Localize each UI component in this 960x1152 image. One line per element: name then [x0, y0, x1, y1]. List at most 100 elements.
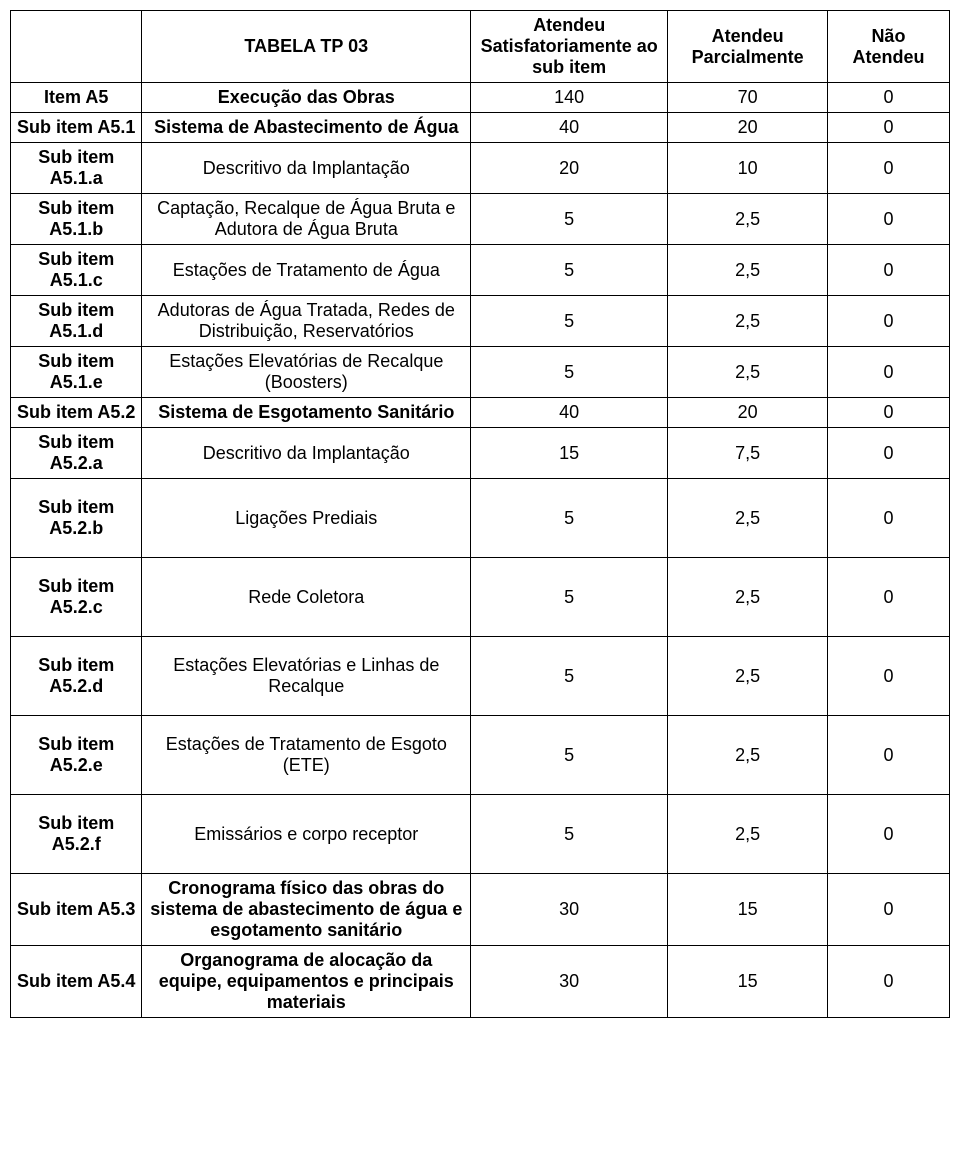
row-value-3: 0	[827, 637, 949, 716]
table-row: Sub item A5.2.aDescritivo da Implantação…	[11, 428, 950, 479]
row-value-1: 5	[471, 637, 668, 716]
row-value-3: 0	[827, 83, 949, 113]
row-id: Sub item A5.2.f	[11, 795, 142, 874]
header-row: TABELA TP 03 Atendeu Satisfatoriamente a…	[11, 11, 950, 83]
row-desc: Descritivo da Implantação	[142, 143, 471, 194]
tabela-tp-03: TABELA TP 03 Atendeu Satisfatoriamente a…	[10, 10, 950, 1018]
row-value-3: 0	[827, 558, 949, 637]
row-value-3: 0	[827, 347, 949, 398]
row-value-1: 30	[471, 946, 668, 1018]
row-value-2: 2,5	[668, 194, 828, 245]
row-value-2: 7,5	[668, 428, 828, 479]
table-row: Sub item A5.4Organograma de alocação da …	[11, 946, 950, 1018]
row-desc: Organograma de alocação da equipe, equip…	[142, 946, 471, 1018]
row-desc: Descritivo da Implantação	[142, 428, 471, 479]
row-value-1: 30	[471, 874, 668, 946]
table-row: Sub item A5.2.dEstações Elevatórias e Li…	[11, 637, 950, 716]
row-value-3: 0	[827, 194, 949, 245]
table-row: Sub item A5.2.eEstações de Tratamento de…	[11, 716, 950, 795]
row-value-2: 20	[668, 113, 828, 143]
table-row: Sub item A5.2Sistema de Esgotamento Sani…	[11, 398, 950, 428]
row-value-2: 15	[668, 874, 828, 946]
row-value-2: 2,5	[668, 296, 828, 347]
row-value-2: 2,5	[668, 795, 828, 874]
row-value-1: 40	[471, 113, 668, 143]
table-row: Sub item A5.1.bCaptação, Recalque de Águ…	[11, 194, 950, 245]
row-value-3: 0	[827, 143, 949, 194]
row-desc: Estações Elevatórias e Linhas de Recalqu…	[142, 637, 471, 716]
row-id: Item A5	[11, 83, 142, 113]
row-id: Sub item A5.1.a	[11, 143, 142, 194]
row-id: Sub item A5.1.b	[11, 194, 142, 245]
row-value-1: 5	[471, 716, 668, 795]
row-value-1: 20	[471, 143, 668, 194]
row-desc: Captação, Recalque de Água Bruta e Aduto…	[142, 194, 471, 245]
row-value-2: 15	[668, 946, 828, 1018]
row-value-1: 5	[471, 245, 668, 296]
row-value-2: 2,5	[668, 245, 828, 296]
row-value-1: 5	[471, 347, 668, 398]
header-nao-atendeu: Não Atendeu	[827, 11, 949, 83]
row-desc: Estações Elevatórias de Recalque (Booste…	[142, 347, 471, 398]
table-row: Sub item A5.2.bLigações Prediais52,50	[11, 479, 950, 558]
row-value-2: 2,5	[668, 347, 828, 398]
row-value-3: 0	[827, 113, 949, 143]
row-value-1: 140	[471, 83, 668, 113]
row-value-2: 2,5	[668, 637, 828, 716]
row-value-3: 0	[827, 296, 949, 347]
row-value-3: 0	[827, 874, 949, 946]
row-desc: Emissários e corpo receptor	[142, 795, 471, 874]
row-value-1: 5	[471, 479, 668, 558]
row-id: Sub item A5.2.e	[11, 716, 142, 795]
row-value-2: 2,5	[668, 558, 828, 637]
table-row: Sub item A5.1.cEstações de Tratamento de…	[11, 245, 950, 296]
table-row: Sub item A5.1.aDescritivo da Implantação…	[11, 143, 950, 194]
table-row: Sub item A5.3Cronograma físico das obras…	[11, 874, 950, 946]
row-id: Sub item A5.2.c	[11, 558, 142, 637]
table-row: Sub item A5.1.eEstações Elevatórias de R…	[11, 347, 950, 398]
row-value-1: 15	[471, 428, 668, 479]
row-value-2: 20	[668, 398, 828, 428]
row-desc: Sistema de Esgotamento Sanitário	[142, 398, 471, 428]
row-value-3: 0	[827, 479, 949, 558]
row-desc: Estações de Tratamento de Esgoto (ETE)	[142, 716, 471, 795]
header-atendeu-satisf: Atendeu Satisfatoriamente ao sub item	[471, 11, 668, 83]
row-id: Sub item A5.3	[11, 874, 142, 946]
header-atendeu-parc: Atendeu Parcialmente	[668, 11, 828, 83]
row-value-1: 40	[471, 398, 668, 428]
row-desc: Sistema de Abastecimento de Água	[142, 113, 471, 143]
row-id: Sub item A5.2.a	[11, 428, 142, 479]
table-row: Sub item A5.2.fEmissários e corpo recept…	[11, 795, 950, 874]
row-value-2: 2,5	[668, 716, 828, 795]
row-id: Sub item A5.1	[11, 113, 142, 143]
row-id: Sub item A5.2.d	[11, 637, 142, 716]
row-value-1: 5	[471, 558, 668, 637]
row-value-3: 0	[827, 716, 949, 795]
row-value-1: 5	[471, 795, 668, 874]
table-row: Sub item A5.2.cRede Coletora52,50	[11, 558, 950, 637]
row-value-3: 0	[827, 795, 949, 874]
row-id: Sub item A5.1.e	[11, 347, 142, 398]
row-id: Sub item A5.2	[11, 398, 142, 428]
row-id: Sub item A5.2.b	[11, 479, 142, 558]
row-value-3: 0	[827, 245, 949, 296]
header-blank	[11, 11, 142, 83]
row-desc: Adutoras de Água Tratada, Redes de Distr…	[142, 296, 471, 347]
row-value-3: 0	[827, 946, 949, 1018]
row-desc: Estações de Tratamento de Água	[142, 245, 471, 296]
row-value-3: 0	[827, 428, 949, 479]
row-value-1: 5	[471, 296, 668, 347]
row-desc: Cronograma físico das obras do sistema d…	[142, 874, 471, 946]
table-row: Item A5Execução das Obras140700	[11, 83, 950, 113]
row-value-3: 0	[827, 398, 949, 428]
row-id: Sub item A5.1.d	[11, 296, 142, 347]
row-desc: Rede Coletora	[142, 558, 471, 637]
row-id: Sub item A5.4	[11, 946, 142, 1018]
table-row: Sub item A5.1Sistema de Abastecimento de…	[11, 113, 950, 143]
row-value-2: 2,5	[668, 479, 828, 558]
row-value-2: 10	[668, 143, 828, 194]
row-desc: Ligações Prediais	[142, 479, 471, 558]
row-desc: Execução das Obras	[142, 83, 471, 113]
table-row: Sub item A5.1.dAdutoras de Água Tratada,…	[11, 296, 950, 347]
row-value-1: 5	[471, 194, 668, 245]
